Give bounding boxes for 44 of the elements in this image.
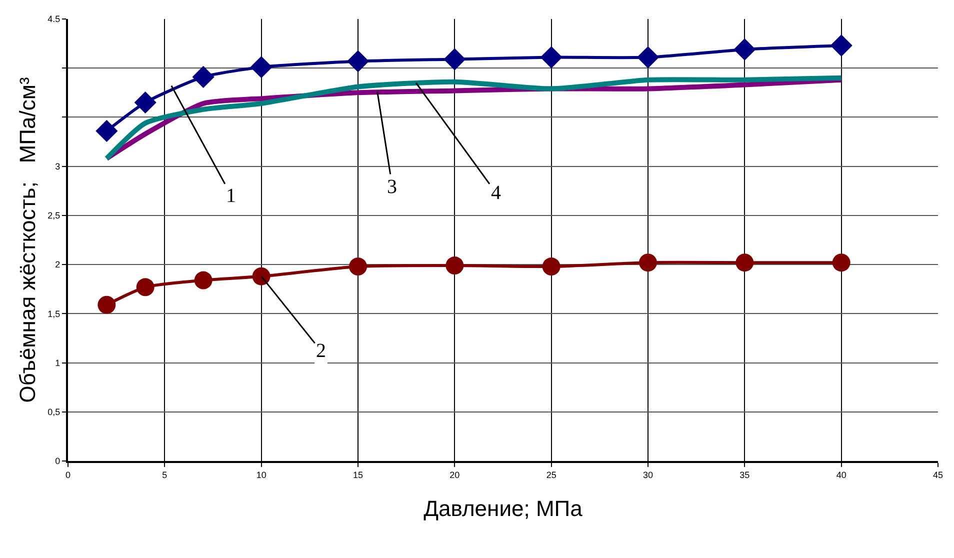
annotation: 1: [226, 185, 236, 207]
annotation: 3: [387, 176, 397, 198]
point: [134, 91, 156, 114]
point: [830, 34, 852, 57]
point: [444, 48, 466, 70]
annotation: 4: [491, 182, 501, 204]
x-tick-label: 15: [352, 470, 364, 480]
point: [194, 271, 212, 290]
y-tick-label: 1: [55, 358, 60, 368]
point: [540, 46, 562, 68]
x-tick-label: 45: [932, 470, 944, 480]
point: [346, 50, 370, 72]
x-tick-label: 10: [256, 470, 266, 480]
x-tick-label: 25: [546, 470, 556, 480]
x-tick-label: 35: [740, 470, 750, 480]
point: [96, 120, 118, 142]
point: [250, 56, 272, 78]
y-tick-label: 0: [55, 456, 60, 466]
point: [542, 258, 560, 276]
y-tick-label: 4.5: [48, 14, 60, 24]
point: [736, 254, 754, 272]
x-tick-label: 20: [450, 470, 460, 480]
y-tick-label: 1,5: [48, 308, 60, 319]
point: [832, 254, 850, 272]
y-tick-label: 0,5: [48, 407, 60, 418]
point: [349, 258, 367, 276]
annotation: 2: [316, 340, 326, 362]
y-tick-label: 2: [55, 260, 60, 270]
point: [98, 296, 116, 314]
y-axis-title: Объёмная жёсткость; МПа/см³: [14, 77, 40, 403]
point: [636, 46, 660, 68]
point: [734, 38, 756, 60]
y-tick-label: 2,5: [48, 210, 60, 221]
point: [639, 254, 657, 272]
point: [252, 267, 270, 286]
y-tick-label: 3: [55, 161, 60, 172]
x-tick-label: 5: [162, 470, 168, 480]
x-tick-label: 0: [65, 470, 71, 480]
x-axis-title: Давление; МПа: [424, 496, 584, 522]
point: [192, 66, 214, 88]
x-tick-label: 30: [642, 470, 654, 480]
x-tick-label: 40: [836, 470, 846, 480]
point: [446, 256, 464, 275]
point: [136, 278, 154, 296]
